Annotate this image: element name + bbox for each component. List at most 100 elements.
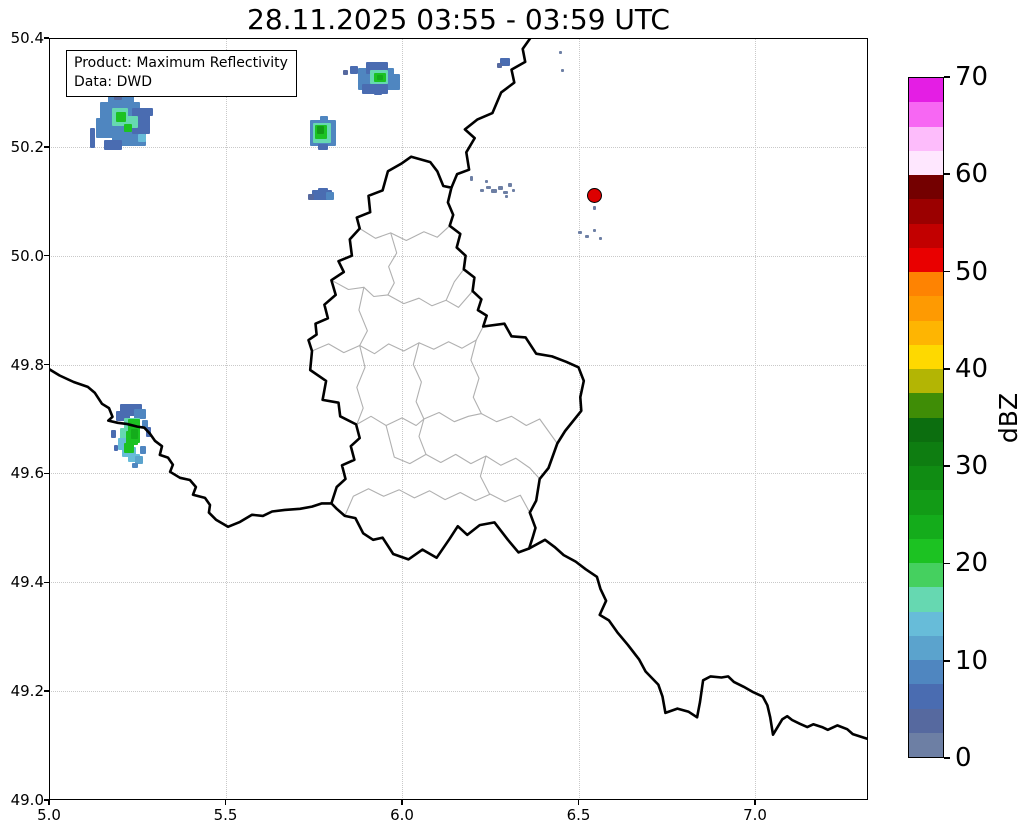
borders-layer xyxy=(49,38,868,741)
echo-cell xyxy=(508,182,513,187)
y-tick-label: 49.0 xyxy=(10,791,44,809)
colorbar-unit-label: dBZ xyxy=(994,392,1023,443)
admin-border-line xyxy=(311,325,484,355)
echo-cell xyxy=(561,68,565,72)
radar-echoes-layer xyxy=(49,38,868,800)
echo-cell xyxy=(130,428,138,439)
colorbar: 0 10 20 30 40 50 60 70 dBZ xyxy=(908,64,1023,771)
y-tick-mark xyxy=(44,581,49,584)
colorbar-tick-label: 30 xyxy=(955,451,989,482)
echo-cell xyxy=(142,419,149,428)
admin-border-line xyxy=(344,488,531,517)
x-tick-mark xyxy=(401,800,403,805)
echo-cell xyxy=(470,176,474,182)
y-tick-mark xyxy=(44,472,49,475)
colorbar-band xyxy=(909,272,943,297)
colorbar-tick-label: 20 xyxy=(955,548,989,579)
colorbar-band xyxy=(909,587,943,612)
colorbar-band xyxy=(909,320,943,345)
colorbar-tick-mark xyxy=(944,562,950,565)
echo-cell xyxy=(592,229,596,233)
gridline-vertical xyxy=(578,38,580,800)
y-tick-mark xyxy=(44,363,49,366)
colorbar-band xyxy=(909,441,943,466)
colorbar-band xyxy=(909,538,943,563)
colorbar-tick-label: 60 xyxy=(955,159,989,190)
country-border-line xyxy=(527,538,868,741)
y-tick-label: 49.4 xyxy=(10,573,44,592)
colorbar-band xyxy=(909,490,943,515)
colorbar-band xyxy=(909,635,943,660)
colorbar-band xyxy=(909,514,943,539)
echo-cell xyxy=(502,190,508,194)
gridline-horizontal xyxy=(49,473,868,475)
colorbar-band xyxy=(909,126,943,151)
y-tick-label: 49.6 xyxy=(10,464,44,483)
colorbar-band xyxy=(909,466,943,491)
echo-cell xyxy=(484,179,488,183)
colorbar-band xyxy=(909,344,943,369)
colorbar-tick-label: 10 xyxy=(955,645,989,676)
y-tick-mark xyxy=(44,690,49,692)
admin-border-line xyxy=(330,279,474,308)
echo-cell xyxy=(496,63,502,69)
echo-cell xyxy=(500,57,511,66)
colorbar-tick-label: 50 xyxy=(955,256,989,287)
echo-cell xyxy=(361,84,388,95)
colorbar-tick-label: 0 xyxy=(955,743,972,773)
colorbar-bar xyxy=(908,77,944,758)
echo-cell xyxy=(311,189,332,200)
colorbar-tick-mark xyxy=(944,465,950,467)
colorbar-band xyxy=(909,563,943,588)
echo-cell xyxy=(116,410,131,421)
admin-border-line xyxy=(359,225,451,242)
echo-cell xyxy=(103,139,122,150)
colorbar-band xyxy=(909,223,943,248)
y-tick-label: 50.4 xyxy=(10,29,44,47)
colorbar-tick-mark xyxy=(944,76,950,78)
echo-cell xyxy=(326,191,334,200)
echo-cell xyxy=(374,90,382,96)
echo-cell xyxy=(485,185,491,189)
gridline-vertical xyxy=(755,38,757,800)
admin-border-line xyxy=(479,455,491,495)
gridline-vertical xyxy=(225,38,227,800)
echo-cell xyxy=(89,128,95,149)
colorbar-band xyxy=(909,369,943,394)
echo-cell xyxy=(350,66,358,75)
x-tick-mark xyxy=(48,800,50,805)
admin-border-line xyxy=(339,411,558,445)
gridline-horizontal xyxy=(49,582,868,584)
admin-border-line xyxy=(470,339,482,415)
colorbar-band xyxy=(909,708,943,733)
colorbar-tick-mark xyxy=(944,659,950,662)
echo-cell xyxy=(512,189,516,193)
colorbar-band xyxy=(909,660,943,685)
colorbar-band xyxy=(909,611,943,636)
echo-cell xyxy=(132,463,139,469)
colorbar-band xyxy=(909,150,943,175)
colorbar-band xyxy=(909,102,943,127)
station-marker-dot xyxy=(587,187,603,203)
x-tick-label: 6.5 xyxy=(566,806,591,824)
echo-cell xyxy=(598,237,602,241)
echo-cell xyxy=(316,125,324,134)
colorbar-band xyxy=(909,199,943,224)
admin-border-line xyxy=(445,268,465,301)
echo-cell xyxy=(377,74,384,80)
admin-border-line xyxy=(385,424,427,465)
x-tick-label: 7.0 xyxy=(743,806,767,824)
echo-cell xyxy=(116,111,126,122)
y-tick-label: 49.8 xyxy=(10,355,44,374)
echo-cell xyxy=(592,205,596,210)
echo-cell xyxy=(134,408,147,419)
x-tick-label: 6.0 xyxy=(390,806,414,824)
colorbar-band xyxy=(909,393,943,418)
echo-cell xyxy=(558,50,562,54)
echo-cell xyxy=(137,134,146,143)
y-tick-mark xyxy=(44,37,49,39)
gridline-horizontal xyxy=(49,146,868,148)
x-tick-mark xyxy=(754,800,756,805)
country-border-line xyxy=(307,155,586,561)
